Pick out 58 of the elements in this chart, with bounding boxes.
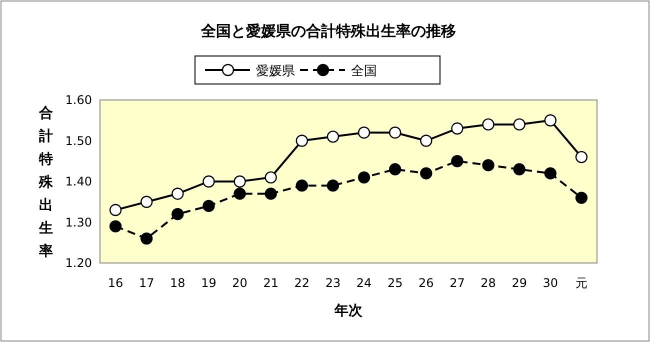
xlabel: 年次 [334, 303, 362, 319]
xtick: 26 [418, 276, 434, 290]
point [575, 150, 588, 164]
point [358, 126, 370, 139]
point [451, 122, 464, 135]
xtick: 27 [450, 276, 465, 290]
point [172, 208, 184, 220]
point [234, 188, 246, 200]
xtick: 22 [294, 276, 310, 290]
point [420, 134, 432, 147]
point [140, 196, 153, 208]
xtick: 28 [480, 276, 496, 290]
ylabel: 合計特殊出生率 [39, 106, 53, 260]
point [202, 200, 215, 212]
point [513, 163, 526, 176]
xtick: 30 [542, 276, 558, 290]
xtick: 19 [201, 276, 216, 290]
point [296, 134, 308, 147]
point [326, 130, 340, 143]
point [296, 179, 308, 192]
title: 全国と愛媛県の合計特殊出生率の推移 [201, 22, 456, 40]
xtick: 25 [387, 276, 403, 290]
legend-label: 愛媛県 [256, 64, 295, 79]
xtick: 23 [325, 276, 341, 290]
xtick: 29 [512, 276, 527, 290]
xtick: 17 [138, 276, 154, 290]
point [544, 114, 557, 126]
xtick: 21 [263, 276, 278, 290]
xtick: 18 [170, 276, 186, 290]
ytick: 1.60 [65, 93, 92, 107]
point [388, 126, 402, 139]
point [140, 232, 153, 245]
point [202, 175, 215, 188]
point [109, 220, 122, 232]
xtick: 16 [108, 276, 124, 290]
point [420, 167, 432, 180]
point [234, 175, 246, 188]
point [388, 163, 402, 176]
xtick: 元 [575, 276, 588, 290]
point [544, 167, 557, 180]
ytick: 1.50 [65, 134, 92, 148]
point [264, 188, 277, 200]
ytick: 1.30 [65, 215, 92, 230]
point [575, 192, 588, 204]
xtick: 24 [356, 276, 372, 290]
xtick: 20 [232, 276, 248, 290]
point [482, 118, 494, 131]
ytick: 1.20 [65, 256, 92, 270]
ytick: 1.40 [65, 174, 92, 188]
point [358, 171, 370, 184]
point [264, 171, 277, 184]
point [326, 179, 340, 192]
point [172, 188, 184, 200]
point [482, 159, 494, 172]
point [513, 118, 526, 131]
point [451, 155, 464, 168]
legend-label: 全国 [351, 64, 377, 79]
point [109, 204, 122, 216]
